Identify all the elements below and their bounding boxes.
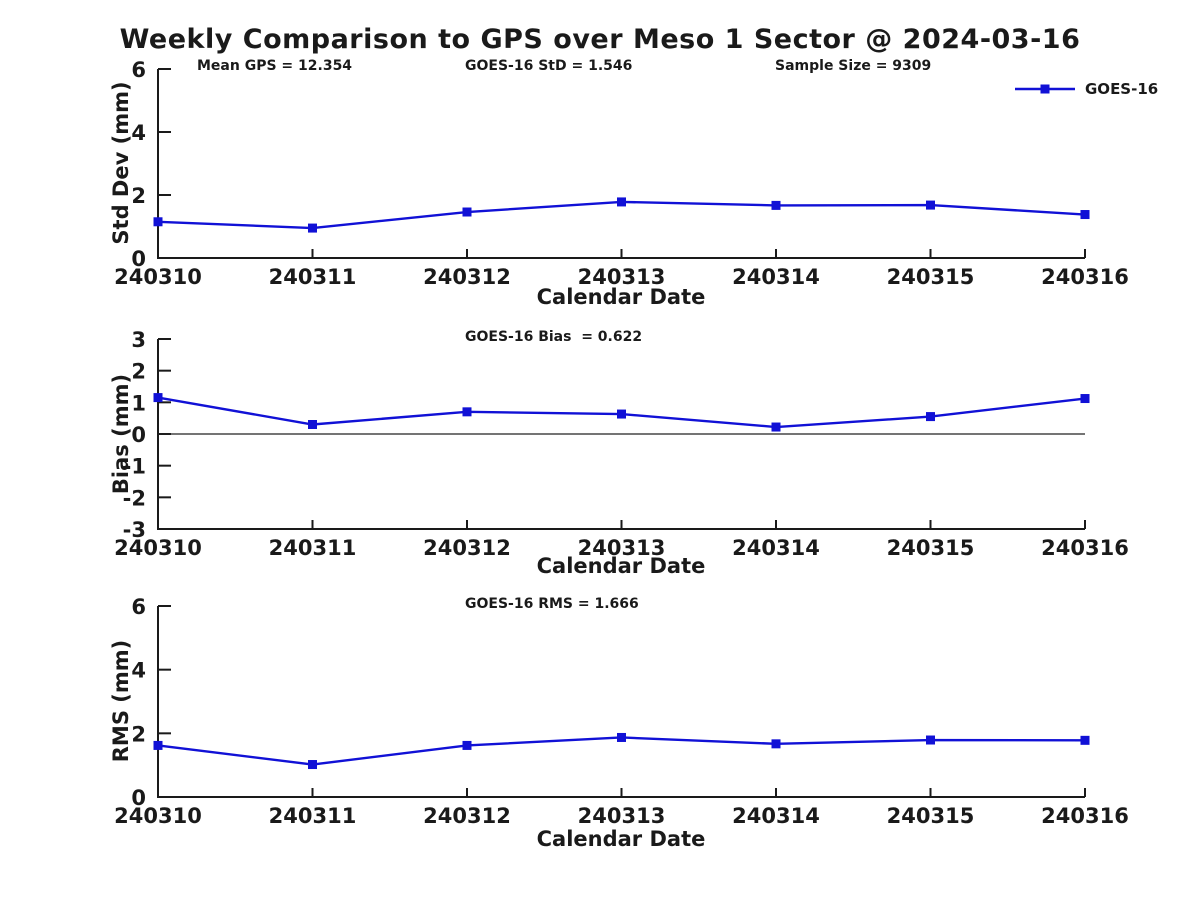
data-point-marker	[1080, 394, 1090, 404]
x-tick-label: 240314	[732, 536, 820, 560]
data-point-marker	[771, 739, 781, 749]
rms-x-axis-label: Calendar Date	[536, 827, 706, 851]
x-tick-label: 240312	[423, 804, 511, 828]
x-tick-label: 240315	[887, 536, 975, 560]
y-tick-label: -2	[123, 486, 146, 510]
legend-label: GOES-16	[1085, 80, 1159, 98]
data-point-marker	[926, 200, 935, 210]
y-tick-label: 0	[131, 247, 146, 271]
x-tick-label: 240312	[423, 265, 511, 289]
x-tick-label: 240310	[114, 265, 202, 289]
data-point-marker	[617, 409, 626, 419]
axis-spine	[157, 606, 1085, 798]
data-point-marker	[926, 412, 935, 422]
stddev-y-axis-label: Std Dev (mm)	[109, 81, 133, 245]
x-tick-label: 240315	[887, 265, 975, 289]
y-tick-label: 0	[131, 786, 146, 810]
bias-annotation: GOES-16 Bias = 0.622	[465, 329, 643, 345]
rms-annotation: GOES-16 RMS = 1.666	[465, 596, 639, 612]
legend-marker	[1040, 84, 1050, 94]
data-point-marker	[1080, 735, 1090, 745]
x-tick-label: 240313	[578, 536, 666, 560]
x-tick-label: 240313	[578, 804, 666, 828]
data-point-marker	[926, 735, 935, 745]
y-tick-label: 6	[131, 595, 146, 619]
y-tick-label: 2	[131, 184, 146, 208]
bias-x-axis-label: Calendar Date	[536, 554, 706, 578]
data-point-marker	[462, 740, 472, 750]
y-tick-label: 1	[131, 391, 146, 415]
x-tick-label: 240311	[269, 265, 357, 289]
x-tick-label: 240316	[1041, 804, 1129, 828]
y-tick-label: 3	[131, 328, 146, 352]
y-tick-label: 6	[131, 58, 146, 82]
data-point-marker	[308, 223, 317, 233]
y-tick-label: 4	[131, 659, 146, 683]
stddev-annotation-sample-size: Sample Size = 9309	[775, 58, 932, 74]
bias-y-axis-label: Bias (mm)	[109, 373, 133, 495]
x-tick-label: 240313	[578, 265, 666, 289]
x-tick-label: 240311	[269, 536, 357, 560]
x-tick-label: 240314	[732, 265, 820, 289]
y-tick-label: -1	[123, 455, 146, 479]
data-point-marker	[771, 200, 781, 210]
legend: GOES-16	[1014, 80, 1158, 98]
rms-y-axis-label: RMS (mm)	[109, 639, 133, 763]
data-point-marker	[308, 420, 317, 429]
y-tick-label: 2	[131, 722, 146, 746]
x-tick-label: 240312	[423, 536, 511, 560]
data-point-marker	[617, 197, 626, 207]
x-tick-label: 240315	[887, 804, 975, 828]
y-tick-label: 0	[131, 423, 146, 447]
data-point-marker	[308, 760, 317, 770]
legend-line-marker-icon	[1015, 84, 1075, 94]
x-tick-label: 240316	[1041, 536, 1129, 560]
y-tick-label: 4	[131, 121, 146, 145]
x-tick-label: 240316	[1041, 265, 1129, 289]
x-tick-label: 240310	[114, 804, 202, 828]
stddev-annotation-std: GOES-16 StD = 1.546	[465, 58, 633, 74]
data-point-marker	[1080, 210, 1090, 220]
x-tick-label: 240314	[732, 804, 820, 828]
axis-spine	[157, 69, 1085, 259]
stddev-annotation-mean-gps: Mean GPS = 12.354	[197, 58, 353, 74]
data-point-marker	[617, 732, 626, 742]
figure-title: Weekly Comparison to GPS over Meso 1 Sec…	[119, 24, 1081, 55]
data-point-marker	[153, 740, 163, 750]
data-point-marker	[462, 207, 472, 217]
stddev-x-axis-label: Calendar Date	[536, 285, 706, 309]
y-tick-label: -3	[123, 518, 146, 542]
x-tick-label: 240310	[114, 536, 202, 560]
data-point-marker	[462, 407, 472, 417]
data-point-marker	[153, 217, 163, 227]
x-tick-label: 240311	[269, 804, 357, 828]
data-point-marker	[153, 393, 163, 403]
y-tick-label: 2	[131, 360, 146, 384]
data-point-marker	[771, 422, 781, 432]
